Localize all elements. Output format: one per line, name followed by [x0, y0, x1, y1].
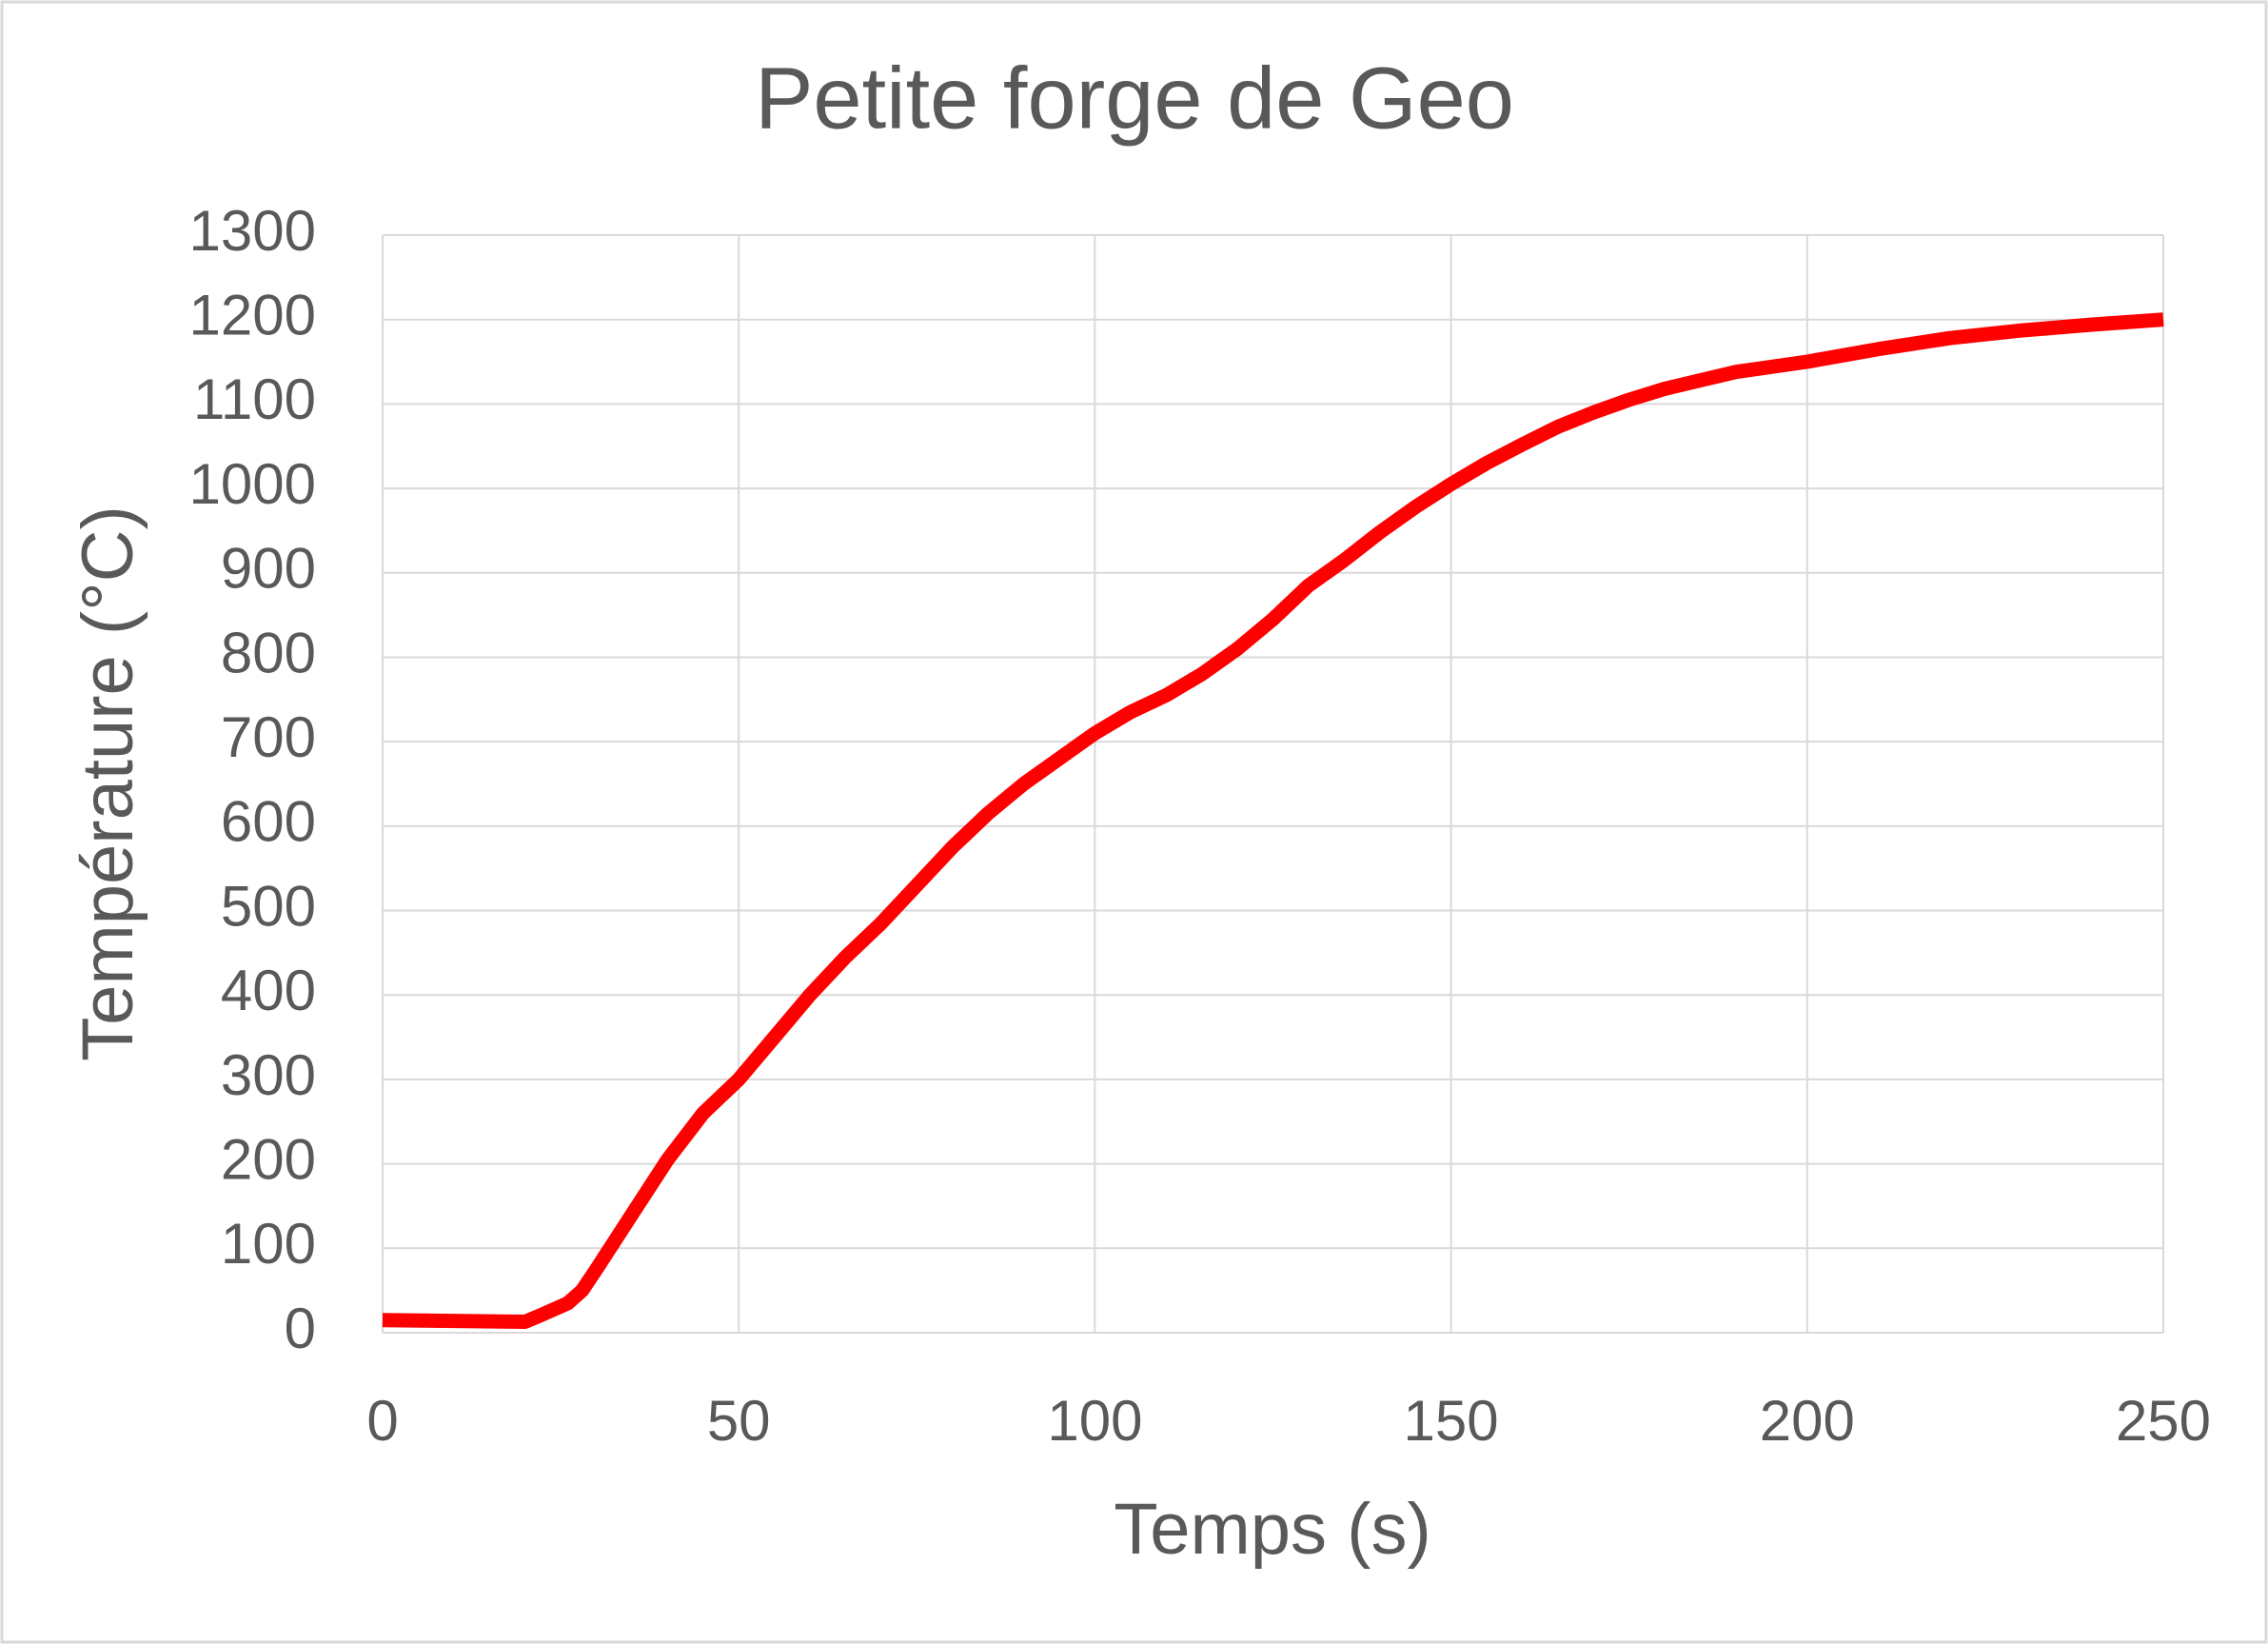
y-tick-label: 900: [221, 537, 316, 601]
x-tick-label: 200: [1760, 1389, 1855, 1453]
x-axis-title: Temps (s): [1114, 1489, 1431, 1570]
x-tick-label: 150: [1404, 1389, 1499, 1453]
y-tick-label: 400: [221, 959, 316, 1022]
y-tick-label: 100: [221, 1212, 316, 1276]
y-tick-label: 700: [221, 705, 316, 769]
x-tick-label: 100: [1047, 1389, 1142, 1453]
y-tick-label: 200: [221, 1127, 316, 1191]
x-tick-label: 250: [2116, 1389, 2211, 1453]
x-tick-label: 0: [366, 1389, 398, 1453]
chart-title: Petite forge de Geo: [755, 50, 1514, 147]
y-tick-label: 1300: [189, 199, 316, 263]
data-line: [382, 312, 2164, 1329]
y-tick-label: 500: [221, 874, 316, 938]
y-tick-label: 1000: [189, 452, 316, 516]
plot: [382, 312, 2164, 1329]
y-tick-label: 1100: [193, 367, 316, 431]
grid: [382, 234, 2164, 1334]
y-tick-label: 800: [221, 621, 316, 684]
y-tick-label: 0: [285, 1297, 316, 1360]
y-tick-label: 600: [221, 790, 316, 854]
x-tick-label: 50: [707, 1389, 771, 1453]
y-axis-title: Température (°C): [68, 505, 148, 1061]
y-tick-label: 300: [221, 1043, 316, 1107]
y-tick-label: 1200: [189, 284, 316, 347]
